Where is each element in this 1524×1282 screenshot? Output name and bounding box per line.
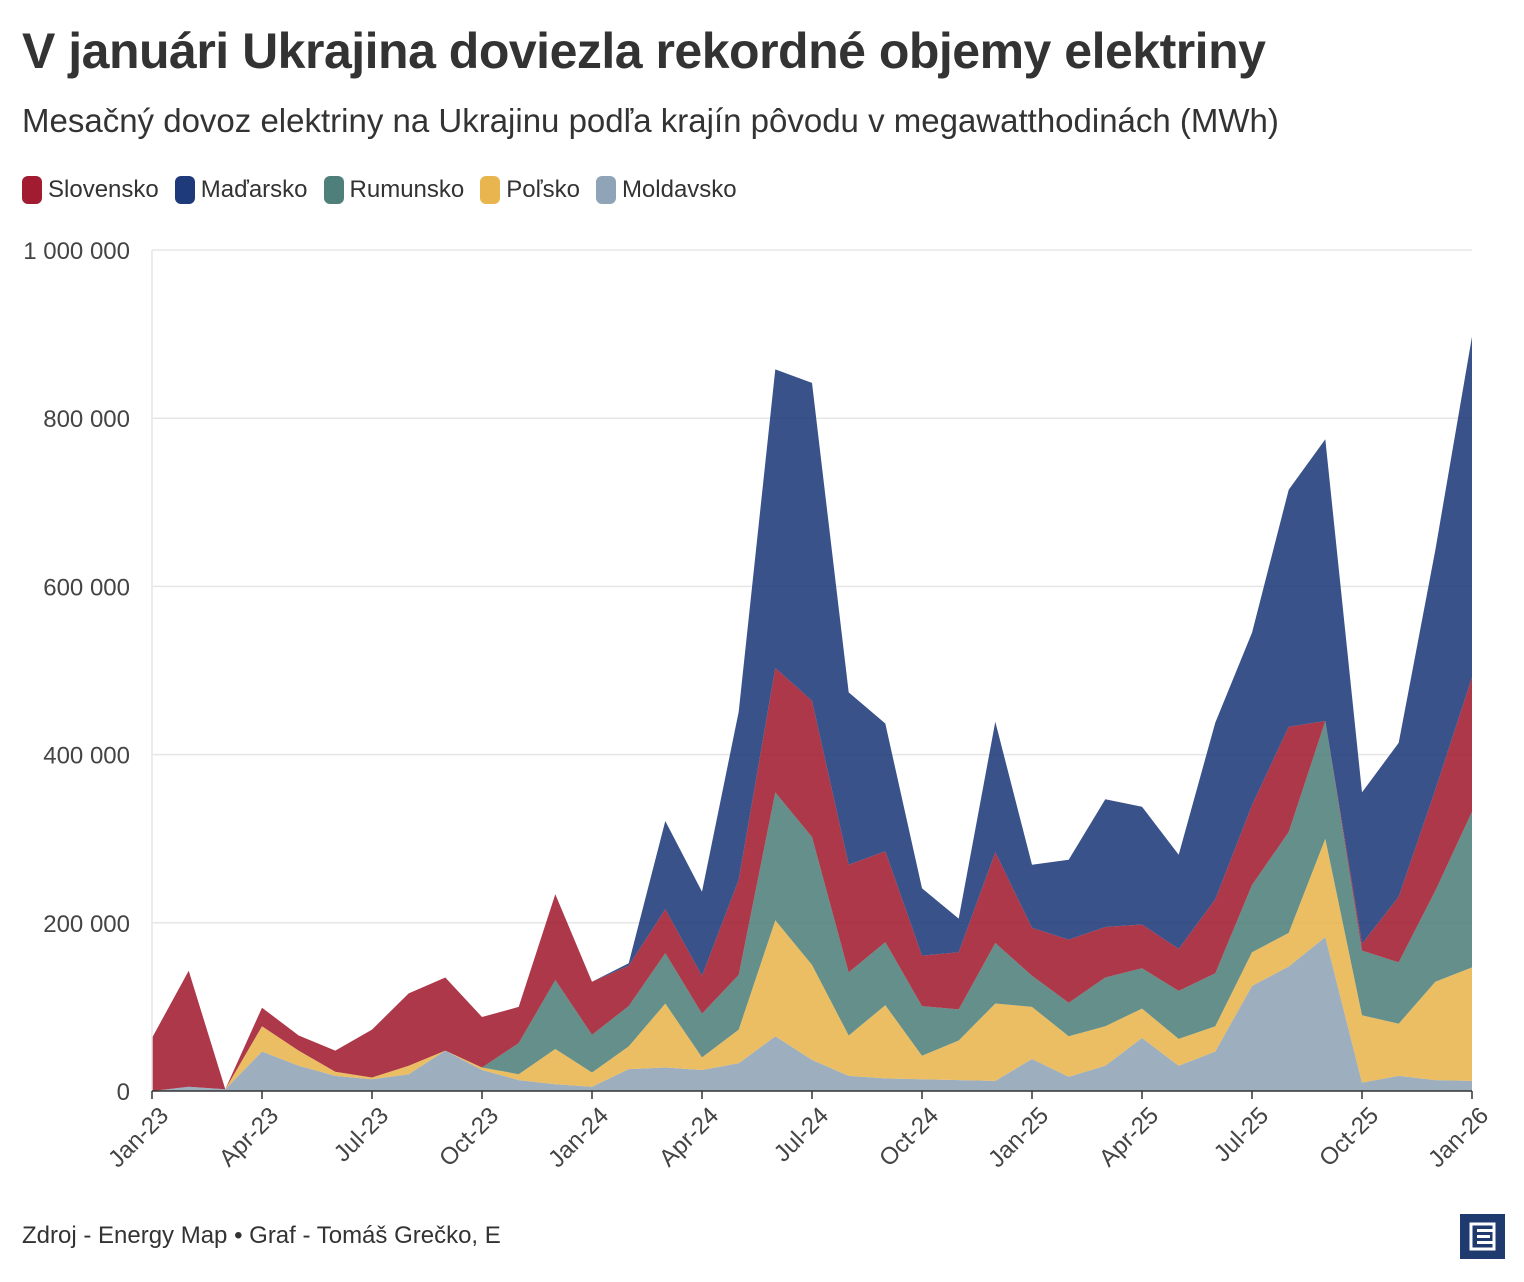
y-tick-label: 1 000 000 — [23, 238, 130, 265]
x-tick-label: Jul-25 — [1209, 1102, 1274, 1167]
area-series-moldavsko — [152, 937, 1472, 1091]
legend-label-rumunsko: Rumunsko — [349, 176, 465, 203]
x-tick-label: Apr-25 — [1094, 1102, 1164, 1172]
legend-item-rumunsko[interactable]: Rumunsko — [323, 176, 465, 204]
legend-swatch-moldavsko — [595, 176, 616, 204]
y-tick-label: 200 000 — [43, 911, 130, 938]
chart-title: V januári Ukrajina doviezla rekordné obj… — [22, 23, 1266, 79]
x-tick-label: Apr-23 — [214, 1102, 284, 1172]
x-tick-label: Oct-25 — [1314, 1102, 1384, 1172]
area-series-polsko — [152, 838, 1472, 1091]
area-series-madarsko — [152, 336, 1472, 1090]
legend-item-madarsko[interactable]: Maďarsko — [174, 176, 308, 204]
area-series-slovensko — [152, 668, 1472, 1091]
y-tick-label: 0 — [117, 1079, 130, 1106]
e-logo-icon — [1460, 1214, 1505, 1259]
legend-swatch-madarsko — [174, 176, 195, 204]
y-tick-label: 600 000 — [43, 574, 130, 601]
x-tick-label: Jul-24 — [769, 1102, 834, 1167]
x-tick-label: Oct-23 — [434, 1102, 504, 1172]
source-footer: Zdroj - Energy Map • Graf - Tomáš Grečko… — [22, 1222, 501, 1249]
legend-swatch-polsko — [480, 176, 501, 204]
chart-subtitle: Mesačný dovoz elektriny na Ukrajinu podľ… — [22, 102, 1279, 139]
x-tick-label: Apr-24 — [654, 1102, 724, 1172]
x-tick-label: Jul-23 — [329, 1102, 394, 1167]
legend-item-moldavsko[interactable]: Moldavsko — [595, 176, 737, 204]
legend-swatch-rumunsko — [323, 176, 344, 204]
legend-label-madarsko: Maďarsko — [200, 176, 308, 203]
legend-swatch-slovensko — [22, 176, 42, 204]
legend-label-slovensko: Slovensko — [48, 176, 159, 203]
y-tick-label: 400 000 — [43, 743, 130, 770]
legend-item-polsko[interactable]: Poľsko — [480, 176, 580, 204]
x-tick-label: Jan-26 — [1423, 1102, 1494, 1173]
x-tick-label: Jan-23 — [103, 1102, 174, 1173]
x-tick-label: Jan-24 — [543, 1102, 614, 1173]
legend-label-polsko: Poľsko — [506, 176, 580, 203]
legend-item-slovensko[interactable]: Slovensko — [22, 176, 159, 204]
legend-label-moldavsko: Moldavsko — [621, 176, 737, 203]
legend: Slovensko Maďarsko Rumunsko Poľsko Molda… — [22, 176, 737, 204]
area-series-rumunsko — [152, 721, 1472, 1091]
x-tick-label: Jan-25 — [983, 1102, 1054, 1173]
y-tick-label: 800 000 — [43, 406, 130, 433]
x-tick-label: Oct-24 — [874, 1102, 944, 1172]
